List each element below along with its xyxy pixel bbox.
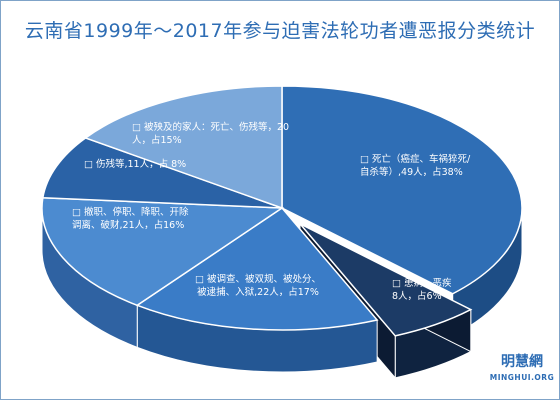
- pie-slice-4: [41, 137, 283, 209]
- pie-slice-1: [299, 223, 473, 337]
- minghui-watermark: 明慧網 MINGHUI.ORG: [490, 353, 555, 382]
- watermark-en: MINGHUI.ORG: [490, 373, 555, 382]
- slice-label-1: □ 患病、恶疾 8人，占6%: [392, 277, 452, 302]
- slice-label-4: □ 伤残等,11人，占 8%: [84, 158, 186, 170]
- pie-slice-3: [41, 196, 285, 307]
- pie-slice-5: [83, 85, 283, 210]
- slice-label-2: □ 被调查、被双规、被处分、被逮捕、入狱,22人，占17%: [195, 273, 321, 298]
- pie-slice-2: [135, 207, 379, 331]
- slice-label-3: □ 撤职、停职、降职、开除调离、破财,21人，占16%: [72, 206, 189, 231]
- chart-title: 云南省1999年～2017年参与迫害法轮功者遭恶报分类统计: [24, 20, 536, 42]
- slice-label-0: □ 死亡（癌症、车祸猝死/自杀等）,49人，占38%: [360, 153, 471, 178]
- watermark-cn: 明慧網: [501, 353, 543, 370]
- pie-slice-0: [281, 85, 523, 295]
- slice-label-5: □ 被殃及的家人：死亡、伤残等，20 人，占15%: [132, 121, 289, 146]
